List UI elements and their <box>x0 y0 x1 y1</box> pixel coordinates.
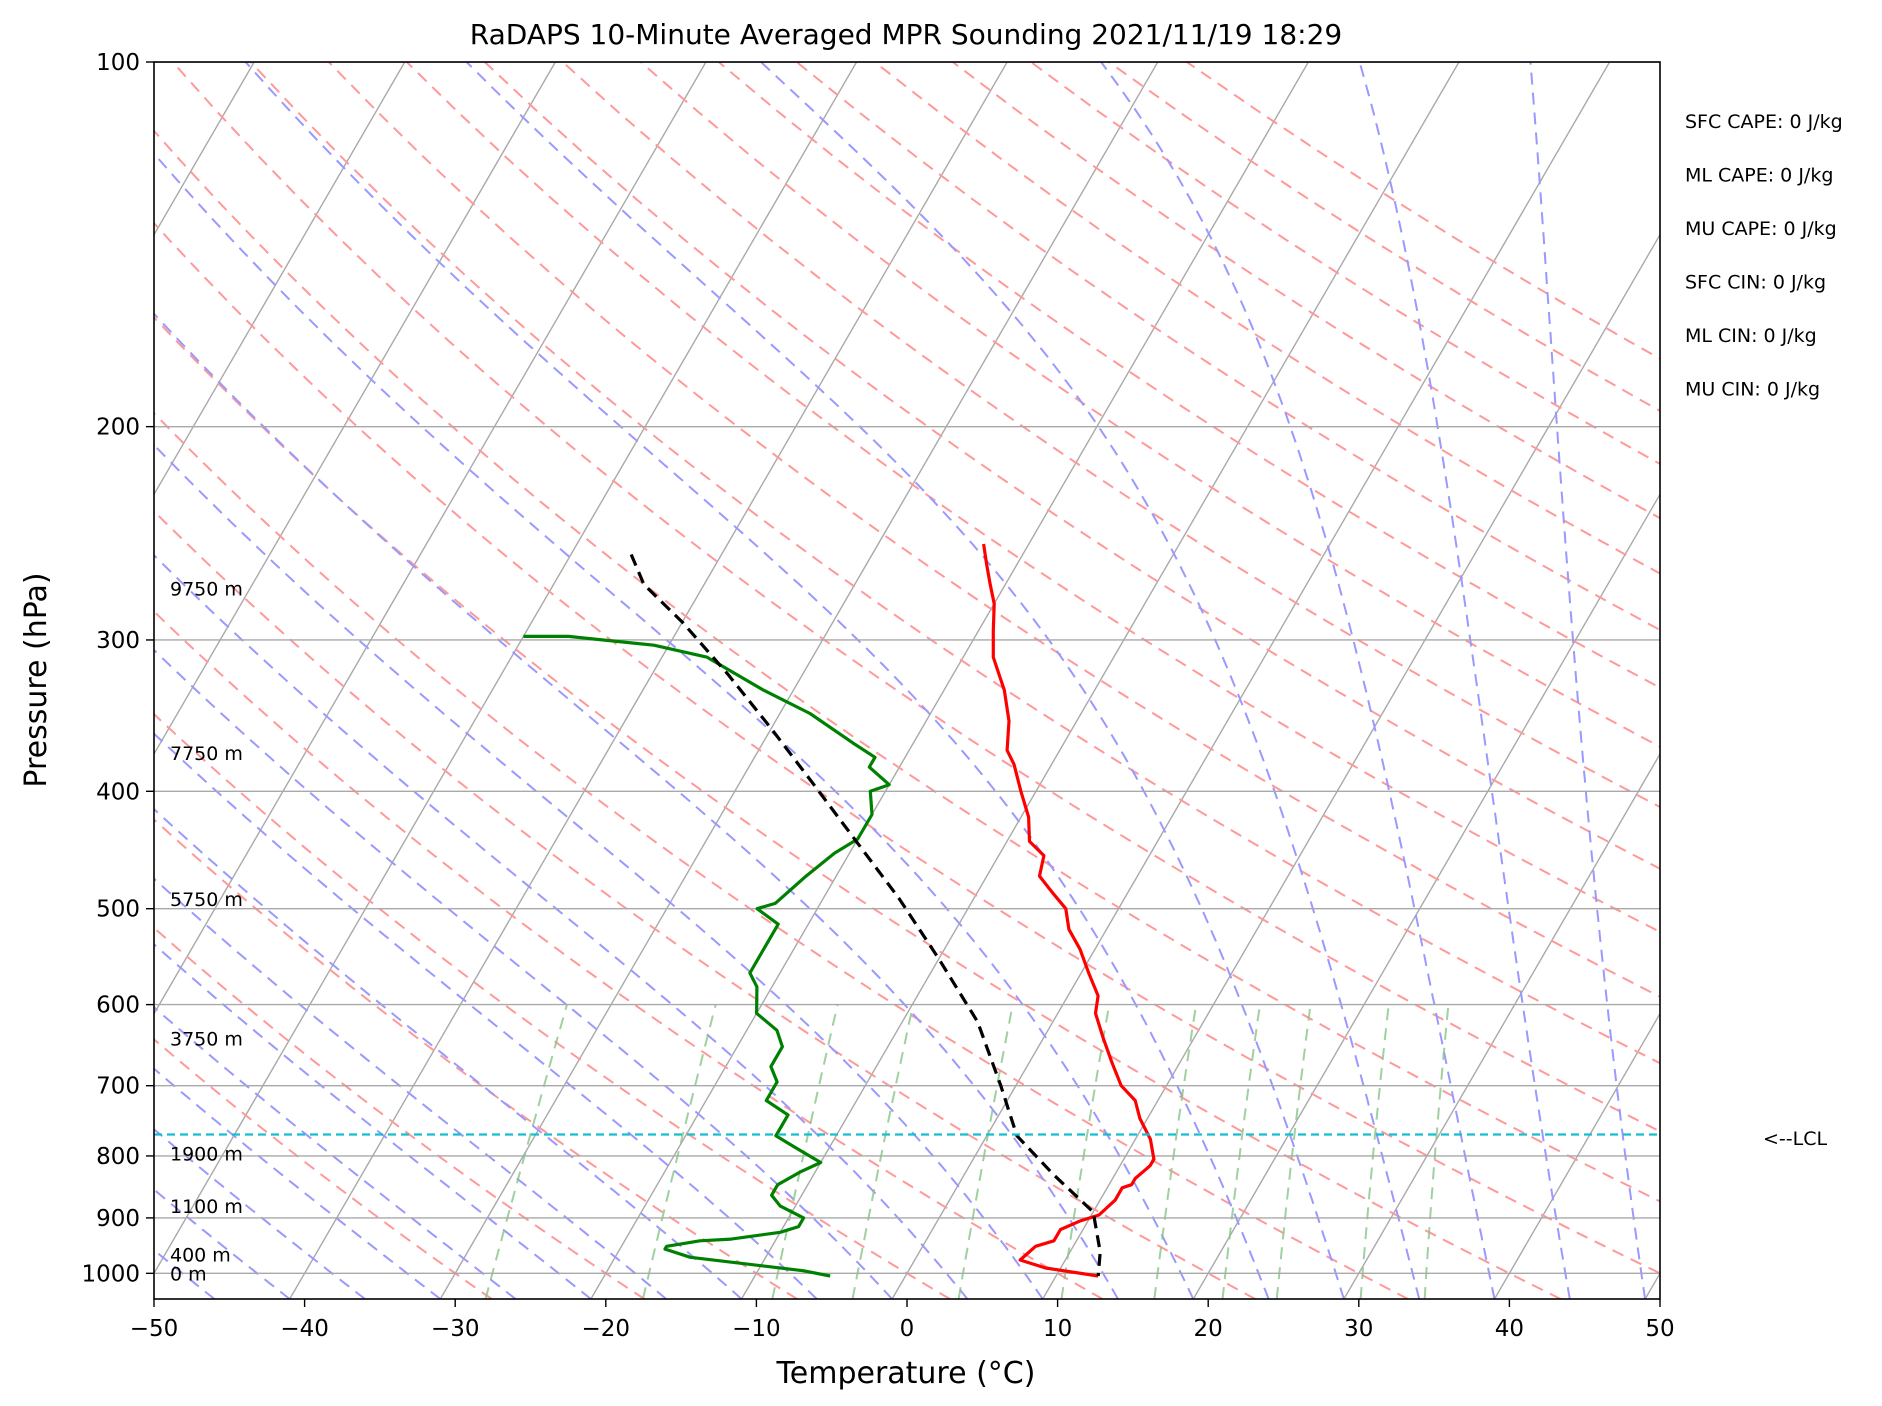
stat-line: SFC CAPE: 0 J/kg <box>1685 111 1843 133</box>
dry-adiabat-line <box>154 509 1256 1299</box>
moist-adiabat-line <box>1100 62 1496 1299</box>
mixing-ratio-line <box>1221 1004 1261 1299</box>
isotherm-line <box>154 62 556 756</box>
dry-adiabat-line <box>154 1038 493 1299</box>
x-tick-label: 20 <box>1194 1316 1223 1342</box>
moist-adiabat-line <box>154 943 592 1299</box>
series-line <box>523 634 891 1278</box>
series-line <box>629 553 1102 1277</box>
isotherm-line <box>740 62 1460 1299</box>
stat-line: ML CAPE: 0 J/kg <box>1685 165 1833 187</box>
y-axis-label: Pressure (hPa) <box>19 572 54 787</box>
chart-title: RaDAPS 10-Minute Averaged MPR Sounding 2… <box>470 18 1342 51</box>
height-label: 5750 m <box>170 889 243 911</box>
stat-line: SFC CIN: 0 J/kg <box>1685 272 1826 294</box>
y-tick-label: 100 <box>96 50 140 76</box>
mixing-ratio-line <box>1423 1004 1450 1299</box>
y-tick-label: 300 <box>96 628 140 654</box>
x-axis-label: Temperature (°C) <box>776 1356 1036 1391</box>
y-tick-label: 600 <box>96 993 140 1019</box>
mixing-ratio-line <box>1359 1004 1390 1299</box>
isotherm-line <box>891 62 1611 1299</box>
dry-adiabat-line <box>562 62 1660 809</box>
y-tick-label: 400 <box>96 779 140 805</box>
moist-adiabat-line <box>154 807 743 1299</box>
x-tick-label: −40 <box>280 1316 329 1342</box>
stats-panel: SFC CAPE: 0 J/kg ML CAPE: 0 J/kg MU CAPE: … <box>1685 111 1843 401</box>
moist-adiabat-line <box>154 152 1195 1299</box>
dry-adiabat-line <box>154 712 951 1299</box>
x-tick-label: −10 <box>732 1316 781 1342</box>
y-tick-label: 200 <box>96 415 140 441</box>
height-label: 1900 m <box>170 1143 243 1165</box>
dry-adiabat-line <box>154 315 1562 1299</box>
series-group <box>154 543 1660 1278</box>
dry-adiabat-line <box>154 411 1409 1299</box>
mixing-ratio-line <box>484 1004 568 1299</box>
y-tick-label: 800 <box>96 1144 140 1170</box>
dry-adiabat-line <box>796 62 1660 632</box>
height-label: 7750 m <box>170 743 243 765</box>
dry-adiabat-line <box>249 62 1660 1065</box>
lcl-label: <--LCL <box>1763 1128 1827 1150</box>
grid <box>154 62 1660 1275</box>
moist-adiabat-line <box>154 443 1044 1299</box>
height-labels: 9750 m 7750 m 5750 m 3750 m 1900 m 1100 m 400 … <box>170 578 243 1285</box>
mixing-ratio-line <box>1060 1004 1111 1299</box>
height-label: 400 m <box>170 1245 231 1267</box>
moist-adiabat-line <box>1358 62 1571 1299</box>
x-tick-label: 0 <box>900 1316 915 1342</box>
mixing-ratio-line <box>957 1004 1014 1299</box>
stat-line: MU CIN: 0 J/kg <box>1685 379 1820 401</box>
y-tick-label: 900 <box>96 1206 140 1232</box>
stat-line: ML CIN: 0 J/kg <box>1685 325 1817 347</box>
isotherm-line <box>154 62 707 1016</box>
moist-adiabat-line <box>154 732 818 1299</box>
moist-adiabat-line <box>244 62 1270 1299</box>
moist-adiabat-line <box>154 648 893 1299</box>
x-tick-label: 40 <box>1495 1316 1524 1342</box>
height-label: 3750 m <box>170 1029 243 1051</box>
height-label: 0 m <box>170 1263 207 1285</box>
moist-adiabat-line <box>154 877 667 1299</box>
x-tick-label: 10 <box>1043 1316 1072 1342</box>
isotherm-line <box>1042 233 1660 1299</box>
isotherm-line <box>590 62 1309 1299</box>
dry-adiabat-line <box>874 62 1660 575</box>
x-tick-label: −50 <box>130 1316 179 1342</box>
stat-line: MU CAPE: 0 J/kg <box>1685 218 1837 240</box>
x-tick-label: 30 <box>1344 1316 1373 1342</box>
mixing-ratio-line <box>851 1004 915 1299</box>
x-tick-label: −30 <box>431 1316 480 1342</box>
moist-adiabat-line <box>1529 62 1647 1299</box>
isotherm-line <box>154 62 406 496</box>
x-axis-ticks: −50 −40 −30 −20 −10 0 10 20 30 40 50 <box>130 1299 1675 1342</box>
isotherm-line <box>439 62 1159 1299</box>
mixing-ratio-line <box>1275 1004 1312 1299</box>
isotherm-line <box>1343 752 1660 1299</box>
isotherm-line <box>154 62 858 1275</box>
y-tick-label: 500 <box>96 897 140 923</box>
isotherm-line <box>1493 1012 1660 1299</box>
dry-adiabat-line <box>154 818 798 1299</box>
dry-adiabat-line <box>640 62 1660 748</box>
x-tick-label: −20 <box>582 1316 631 1342</box>
moist-adiabat-line <box>154 312 1119 1299</box>
dry-adiabat-line <box>154 610 1104 1299</box>
y-tick-label: 700 <box>96 1074 140 1100</box>
y-tick-label: 1000 <box>81 1261 140 1287</box>
height-label: 1100 m <box>170 1196 243 1218</box>
mixing-ratio-line <box>641 1004 717 1299</box>
moist-adiabat-line <box>760 62 1421 1299</box>
background-lines <box>154 62 1660 1299</box>
y-axis-ticks: 100 200 300 400 500 600 700 800 900 1000 <box>81 50 154 1287</box>
x-tick-label: 50 <box>1645 1316 1674 1342</box>
series-line <box>982 543 1156 1278</box>
mixing-ratio-line <box>1153 1004 1198 1299</box>
dry-adiabat-line <box>327 62 1660 998</box>
height-label: 9750 m <box>170 578 243 600</box>
isotherm-line <box>1192 492 1660 1299</box>
